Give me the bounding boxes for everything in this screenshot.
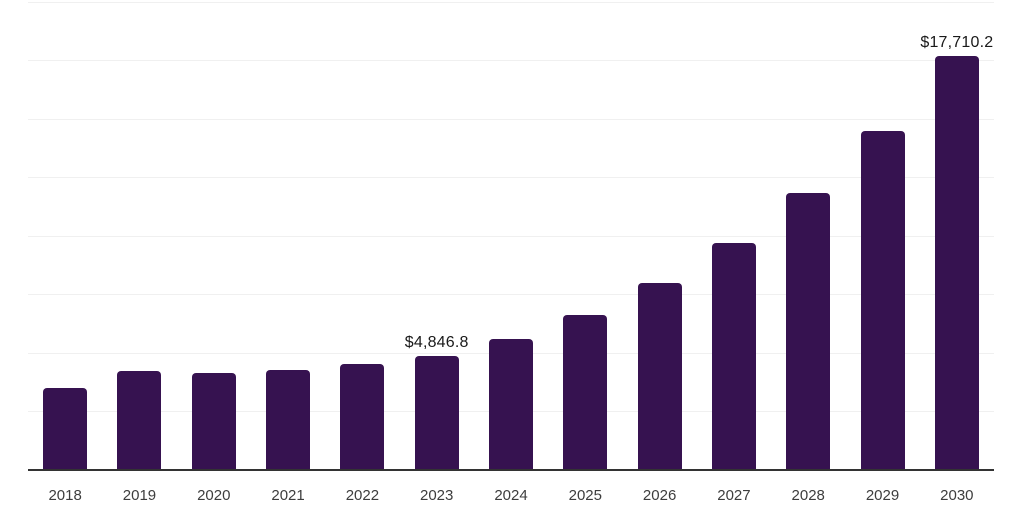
- gridline: [28, 177, 994, 179]
- gridline: [28, 60, 994, 62]
- bar-2025: [563, 315, 608, 470]
- bar-2018: [43, 387, 88, 470]
- bar-2024: [489, 338, 533, 470]
- x-tick-label-2029: 2029: [865, 486, 900, 504]
- x-tick-label-2030: 2030: [940, 486, 974, 504]
- bar-2028: [786, 192, 831, 470]
- x-tick-label-2028: 2028: [791, 486, 825, 504]
- bar-2026: [637, 282, 682, 470]
- bar-2021: [266, 370, 311, 470]
- bar-2023: [414, 356, 459, 470]
- x-tick-label-2025: 2025: [568, 486, 602, 504]
- x-tick-label-2022: 2022: [345, 486, 380, 504]
- x-tick-label-2021: 2021: [271, 486, 305, 504]
- bar-2022: [340, 363, 385, 470]
- x-tick-label-2020: 2020: [197, 486, 231, 504]
- gridline: [28, 294, 994, 296]
- gridline: [28, 2, 994, 3]
- x-tick-label-2023: 2023: [420, 486, 454, 504]
- gridline: [28, 235, 994, 237]
- x-tick-label-2024: 2024: [494, 486, 528, 504]
- bar-2020: [191, 372, 236, 470]
- x-tick-label-2026: 2026: [642, 486, 677, 504]
- bar-value-label-2030: $17,710.2: [920, 33, 994, 51]
- bar-value-label-2023: $4,846.8: [404, 334, 469, 352]
- bar-2030: [934, 55, 979, 470]
- bar-2029: [860, 130, 905, 470]
- x-tick-label-2027: 2027: [717, 486, 751, 504]
- gridline: [28, 118, 994, 120]
- x-tick-label-2018: 2018: [48, 486, 82, 504]
- bar-2027: [711, 242, 756, 470]
- bar-2019: [117, 371, 162, 470]
- x-tick-label-2019: 2019: [122, 486, 157, 504]
- x-axis-line: [28, 469, 994, 471]
